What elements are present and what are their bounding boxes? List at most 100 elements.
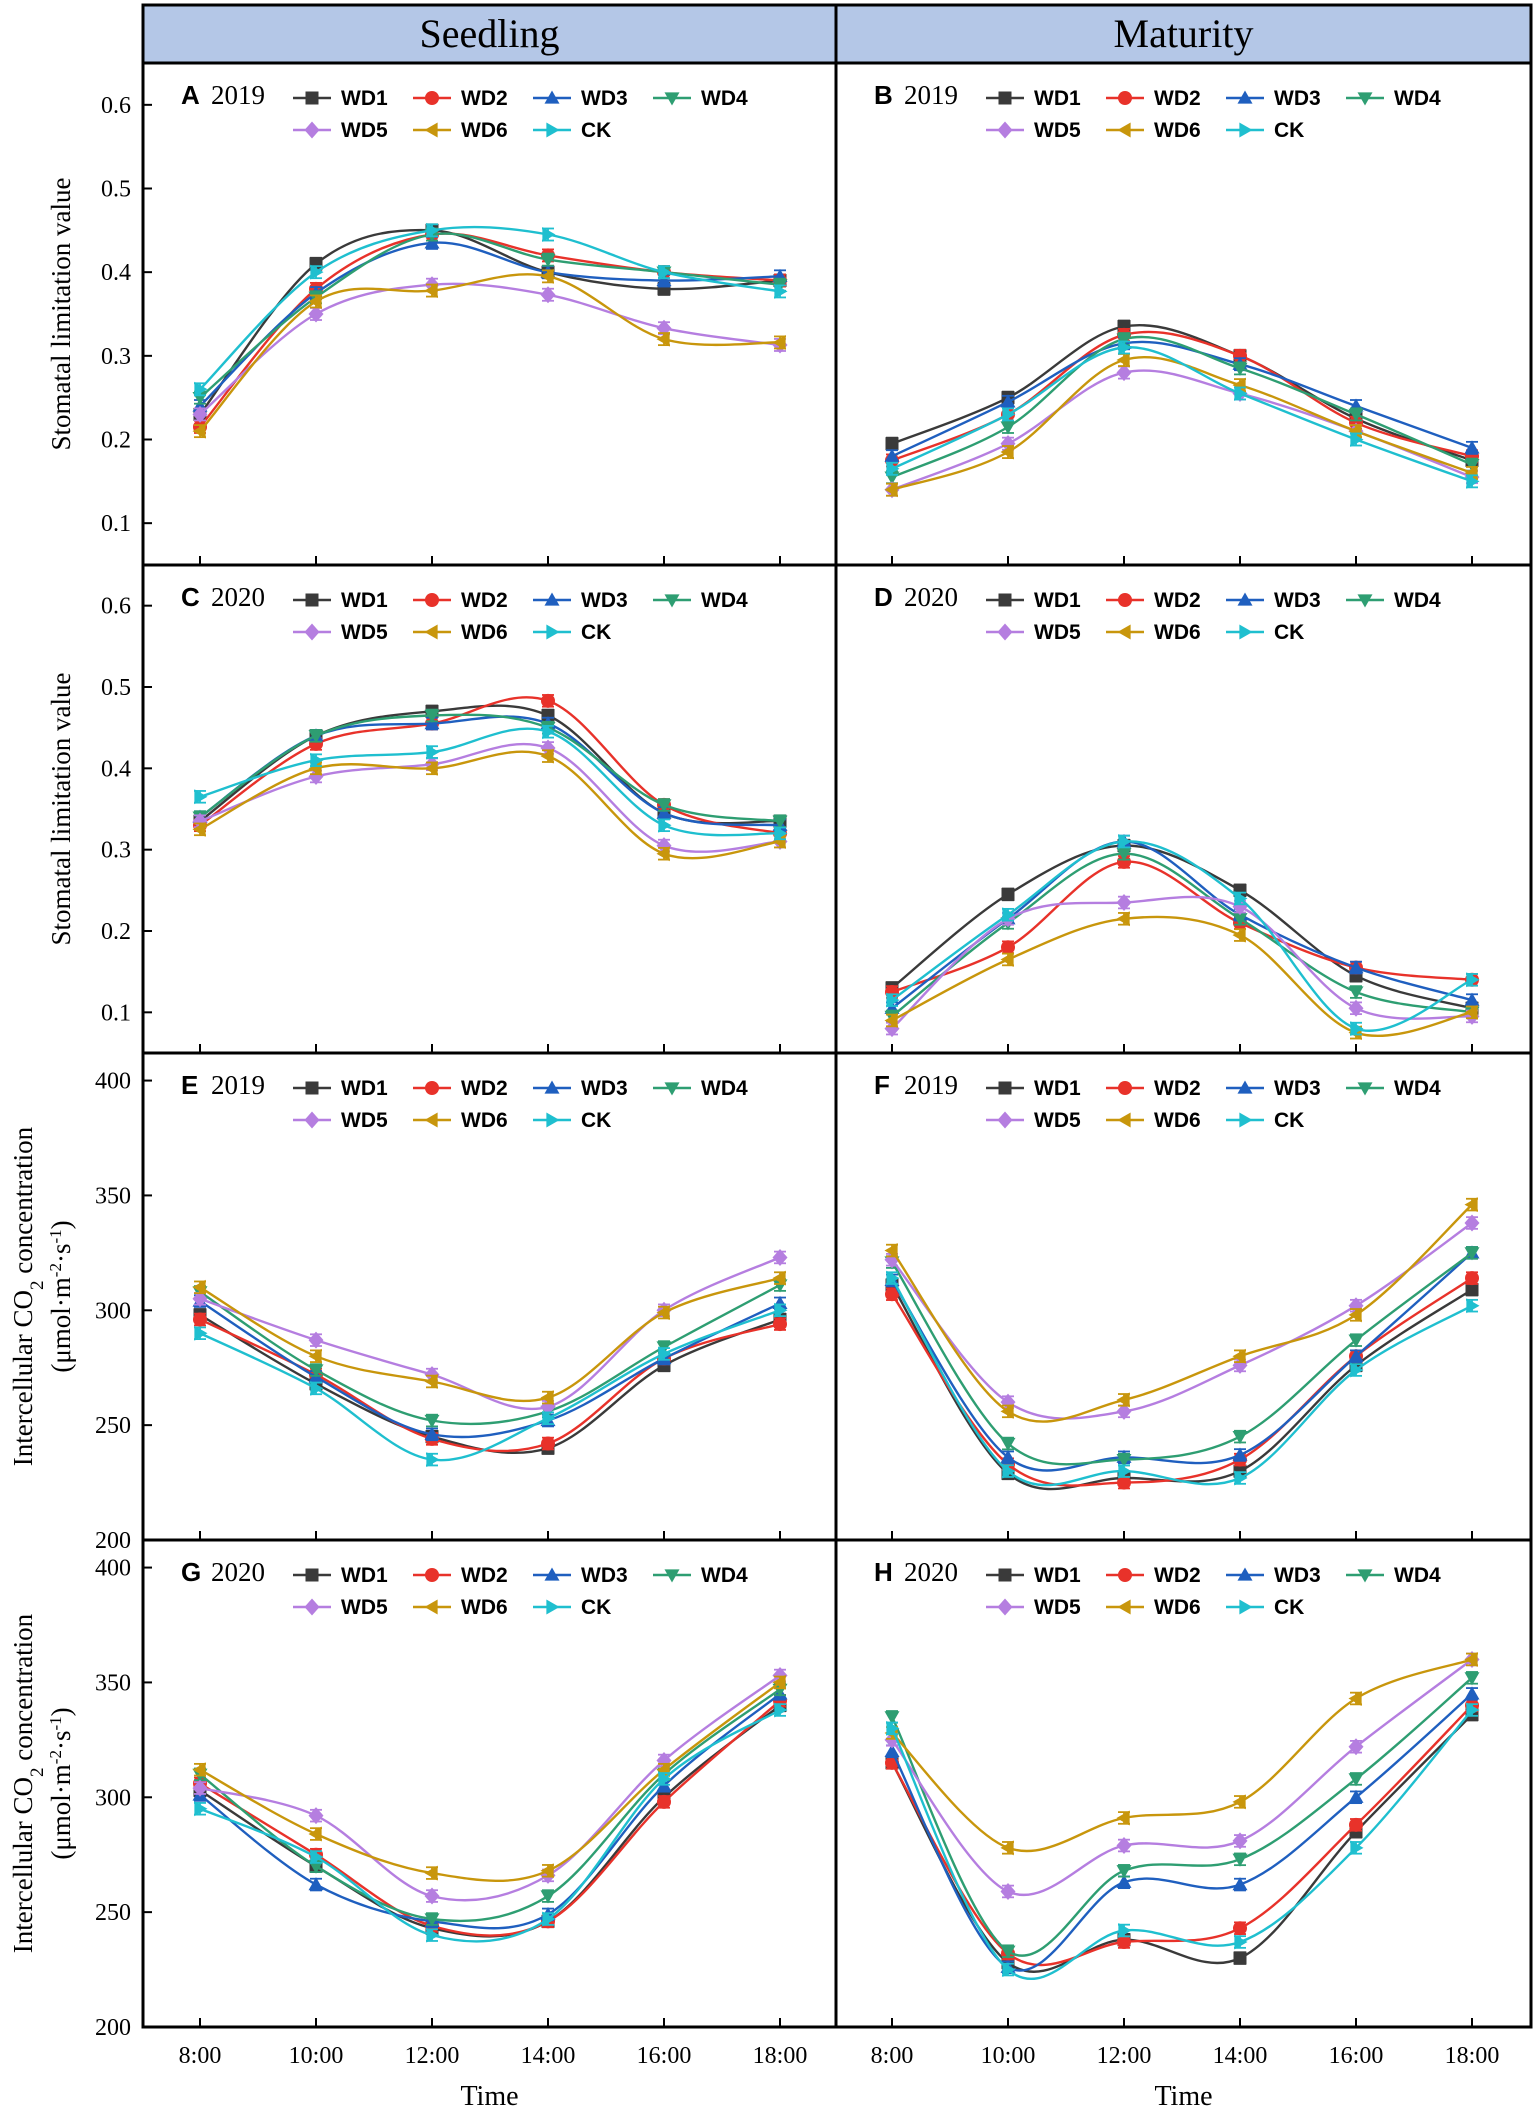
marker-triangle-up bbox=[544, 90, 560, 104]
marker-triangle-left bbox=[540, 1863, 554, 1879]
data-point bbox=[194, 1801, 208, 1817]
marker-triangle-left bbox=[308, 1348, 322, 1364]
marker-triangle-right bbox=[886, 992, 900, 1008]
data-point bbox=[1466, 1298, 1480, 1314]
y-axis-unit: (μmol·m-2·s-1) bbox=[46, 1707, 77, 1859]
series-line bbox=[891, 355, 1473, 491]
marker-triangle-left bbox=[1348, 1691, 1362, 1707]
marker-circle bbox=[1117, 854, 1131, 869]
series-line bbox=[891, 1658, 1473, 1897]
marker-triangle-right bbox=[1118, 1463, 1132, 1479]
data-point bbox=[424, 1413, 440, 1429]
marker-square bbox=[305, 1568, 319, 1582]
marker-triangle-right bbox=[1118, 1923, 1132, 1939]
marker-diamond bbox=[540, 286, 556, 304]
legend-item-ck: CK bbox=[1226, 1596, 1304, 1619]
legend-label: WD5 bbox=[1034, 119, 1081, 142]
series-line bbox=[199, 1256, 781, 1411]
data-point bbox=[424, 1865, 438, 1881]
legend-label: WD2 bbox=[1154, 589, 1201, 612]
marker-diamond bbox=[304, 623, 320, 641]
legend-item-ck: CK bbox=[1226, 621, 1304, 644]
data-point bbox=[426, 1927, 440, 1943]
marker-triangle-down bbox=[1348, 1773, 1364, 1787]
marker-triangle-left bbox=[308, 1826, 322, 1842]
data-point bbox=[886, 1270, 900, 1286]
marker-triangle-right bbox=[194, 789, 208, 805]
data-point bbox=[886, 992, 900, 1008]
marker-triangle-left bbox=[192, 423, 206, 439]
series-wd1 bbox=[885, 1278, 1479, 1491]
y-tick-label: 300 bbox=[95, 1298, 131, 1324]
data-point bbox=[308, 293, 322, 309]
x-tick-label: 10:00 bbox=[289, 2043, 344, 2069]
legend-label: WD3 bbox=[581, 1564, 628, 1587]
data-point bbox=[540, 1390, 554, 1406]
x-tick-label: 18:00 bbox=[753, 2043, 808, 2069]
marker-triangle-right bbox=[658, 817, 672, 833]
marker-triangle-down bbox=[1348, 986, 1364, 1000]
legend-label: CK bbox=[581, 1109, 611, 1132]
marker-triangle-right bbox=[426, 744, 440, 760]
marker-triangle-right bbox=[658, 264, 672, 280]
y-tick-label: 0.3 bbox=[101, 344, 131, 370]
series-line bbox=[199, 232, 781, 428]
series-line bbox=[199, 1283, 781, 1426]
legend-label: CK bbox=[581, 1596, 611, 1619]
series-wd6 bbox=[884, 1651, 1478, 1856]
marker-triangle-left bbox=[1116, 352, 1130, 368]
series-wd5 bbox=[884, 1650, 1480, 1900]
marker-triangle-right bbox=[1466, 972, 1480, 988]
series-wd4 bbox=[884, 1671, 1480, 1959]
y-tick-label: 250 bbox=[95, 1413, 131, 1439]
legend-label: WD4 bbox=[1394, 87, 1441, 110]
marker-triangle-right bbox=[658, 1346, 672, 1362]
y-axis-unit-part: (μmol·m bbox=[46, 1277, 76, 1372]
marker-diamond bbox=[192, 1290, 208, 1308]
marker-triangle-right bbox=[1002, 406, 1016, 422]
data-point bbox=[1348, 1772, 1364, 1787]
legend-label: WD6 bbox=[461, 1596, 508, 1619]
marker-triangle-right bbox=[1234, 1934, 1248, 1950]
series-line bbox=[199, 1708, 781, 1943]
data-point bbox=[1348, 999, 1364, 1017]
marker-triangle-up bbox=[1237, 1080, 1253, 1094]
marker-triangle-left bbox=[656, 1305, 670, 1321]
data-point bbox=[1464, 1004, 1478, 1020]
data-point bbox=[424, 1426, 440, 1442]
data-point bbox=[424, 1373, 438, 1389]
marker-diamond bbox=[1116, 1402, 1132, 1420]
marker-triangle-down bbox=[1116, 1865, 1132, 1879]
legend-item-wd1: WD1 bbox=[293, 1077, 388, 1100]
marker-diamond bbox=[304, 121, 320, 139]
marker-circle bbox=[425, 91, 439, 105]
series-line bbox=[890, 1252, 1473, 1472]
series-line bbox=[890, 1251, 1473, 1466]
series-line bbox=[199, 1318, 781, 1453]
data-point bbox=[540, 1863, 554, 1879]
legend-label: WD3 bbox=[1274, 1564, 1321, 1587]
marker-square bbox=[998, 91, 1012, 105]
legend-label: WD1 bbox=[341, 1564, 388, 1587]
marker-triangle-up bbox=[1348, 960, 1364, 974]
panel-year: 2019 bbox=[904, 80, 958, 110]
panel-label: C bbox=[181, 582, 200, 612]
data-point bbox=[1001, 887, 1015, 902]
marker-triangle-right bbox=[1239, 624, 1253, 640]
legend-item-wd2: WD2 bbox=[413, 87, 508, 110]
legend-label: WD1 bbox=[341, 589, 388, 612]
series-line bbox=[890, 1284, 1473, 1491]
series-line bbox=[199, 225, 781, 391]
legend-item-wd4: WD4 bbox=[1346, 1077, 1441, 1100]
marker-circle bbox=[541, 1436, 555, 1451]
y-axis-unit-part: ) bbox=[46, 1220, 76, 1229]
marker-triangle-up bbox=[544, 592, 560, 606]
marker-triangle-down bbox=[1357, 92, 1373, 106]
marker-triangle-down bbox=[1000, 1437, 1016, 1452]
legend-label: WD5 bbox=[341, 621, 388, 644]
legend-label: WD6 bbox=[461, 119, 508, 142]
series-wd3 bbox=[884, 834, 1480, 1016]
panel-G: 200 250 300 350 400 Intercellular CO2 concent… bbox=[8, 1556, 807, 2112]
legend-label: CK bbox=[581, 119, 611, 142]
y-tick-label: 200 bbox=[95, 2015, 131, 2041]
